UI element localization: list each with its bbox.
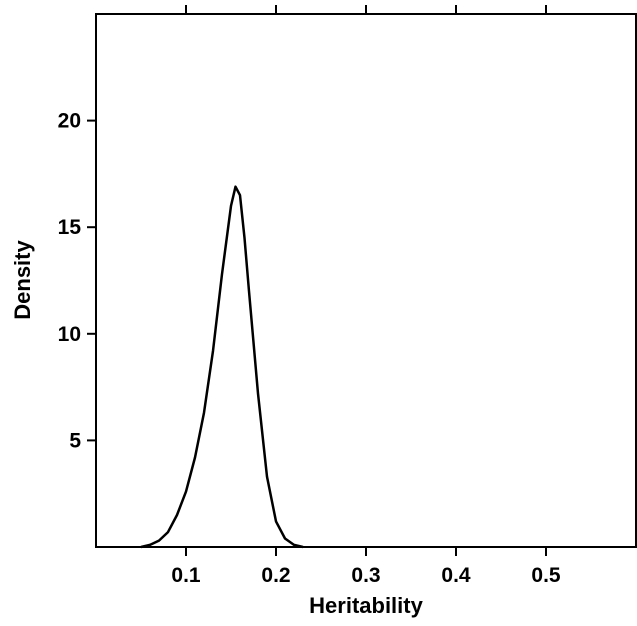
x-tick-label: 0.2 [261,564,290,587]
y-tick-label: 10 [58,323,81,346]
x-tick-label: 0.4 [441,564,471,587]
x-tick-label: 0.1 [171,564,201,587]
x-axis-title: Heritability [309,593,423,618]
top-ticks [185,5,547,14]
y-tick-label: 15 [58,216,82,239]
plot-frame [95,13,637,548]
y-axis-title: Density [10,240,35,320]
y-tick-label: 20 [58,110,81,133]
x-axis-ticks: 0.1 0.2 0.3 0.4 0.5 [171,547,561,587]
y-axis-ticks: 5 10 15 20 [58,110,96,452]
x-tick-label: 0.3 [351,564,380,587]
y-tick-label: 5 [69,429,81,452]
density-curve [140,185,304,549]
x-tick-label: 0.5 [531,564,561,587]
